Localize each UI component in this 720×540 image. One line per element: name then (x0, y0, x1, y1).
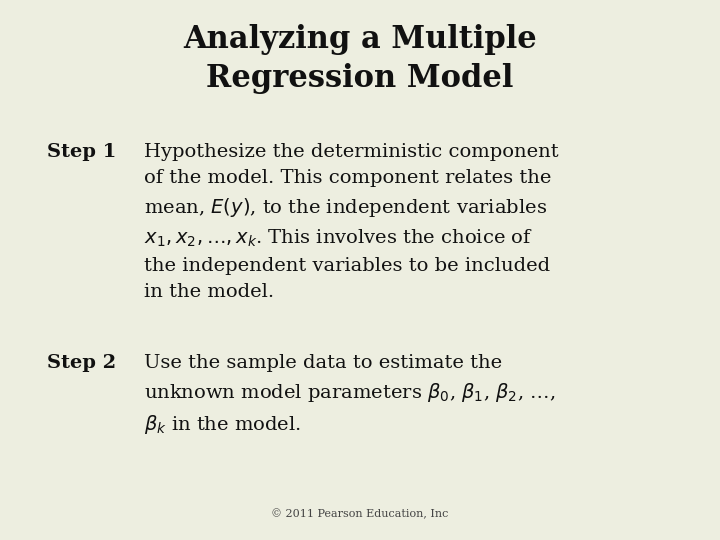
Text: Analyzing a Multiple
Regression Model: Analyzing a Multiple Regression Model (183, 24, 537, 93)
Text: © 2011 Pearson Education, Inc: © 2011 Pearson Education, Inc (271, 509, 449, 519)
Text: Use the sample data to estimate the
unknown model parameters $\beta_0$, $\beta_1: Use the sample data to estimate the unkn… (144, 354, 555, 436)
Text: Step 2: Step 2 (47, 354, 116, 372)
Text: Hypothesize the deterministic component
of the model. This component relates the: Hypothesize the deterministic component … (144, 143, 559, 301)
Text: Step 1: Step 1 (47, 143, 116, 161)
